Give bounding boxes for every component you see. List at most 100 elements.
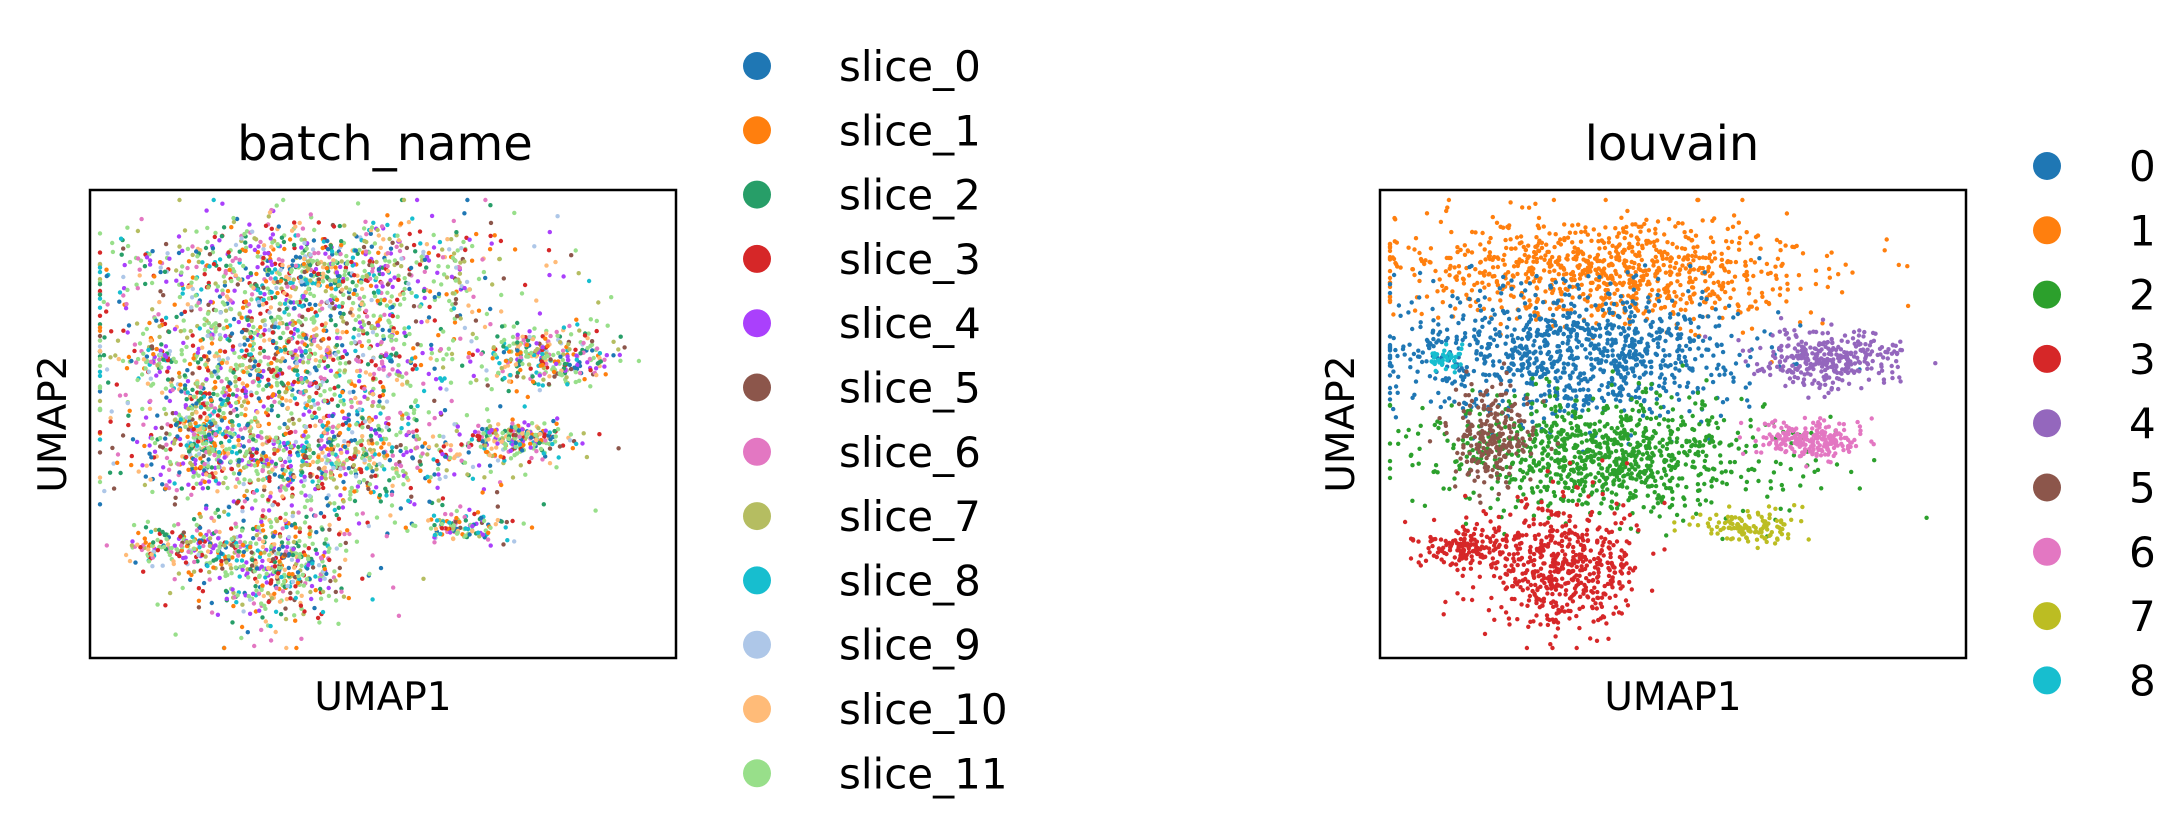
batch-name-point xyxy=(334,512,339,518)
batch-name-point xyxy=(451,251,457,256)
batch-name-point xyxy=(191,470,196,475)
batch-name-point xyxy=(236,442,241,448)
batch-name-point xyxy=(302,520,308,525)
batch-name-point xyxy=(278,534,283,539)
batch-name-point xyxy=(338,466,343,472)
batch-name-point xyxy=(365,362,371,367)
batch-name-point xyxy=(226,451,231,456)
batch-name-point xyxy=(243,248,248,254)
batch-name-point xyxy=(266,557,272,563)
batch-name-point xyxy=(359,280,364,285)
batch-name-point xyxy=(148,338,153,343)
batch-name-point xyxy=(161,293,166,298)
batch-name-point xyxy=(256,244,261,249)
batch-name-point xyxy=(373,415,378,420)
batch-name-point xyxy=(385,251,390,256)
batch-name-point xyxy=(322,444,327,449)
batch-name-point xyxy=(172,523,177,528)
batch-name-point xyxy=(568,432,574,437)
batch-name-point xyxy=(402,326,407,331)
louvain-point xyxy=(1683,234,1688,239)
batch-name-point xyxy=(307,398,312,404)
batch-name-point xyxy=(304,440,309,445)
batch-name-point xyxy=(261,243,267,248)
batch-name-point xyxy=(362,419,368,424)
batch-name-point xyxy=(198,414,203,419)
batch-name-point xyxy=(172,327,178,332)
batch-name-point xyxy=(377,366,382,372)
batch-name-point xyxy=(495,504,500,509)
batch-name-point xyxy=(274,203,279,208)
batch-name-point xyxy=(166,329,172,335)
louvain-point xyxy=(1486,282,1491,287)
batch-name-point xyxy=(200,486,205,491)
batch-name-point xyxy=(361,446,366,452)
batch-name-point xyxy=(314,333,319,338)
batch-name-point xyxy=(185,246,191,252)
batch-name-point xyxy=(396,363,401,368)
batch-name-point xyxy=(376,233,381,238)
batch-name-point xyxy=(369,297,374,303)
batch-name-point xyxy=(237,396,242,401)
batch-name-point xyxy=(419,319,424,325)
batch-name-point xyxy=(261,348,267,354)
batch-name-point xyxy=(213,510,218,516)
batch-name-point xyxy=(411,434,416,439)
batch-name-point xyxy=(300,572,305,577)
batch-name-point xyxy=(240,435,245,441)
louvain-point xyxy=(1882,248,1887,253)
batch-name-point xyxy=(499,309,504,314)
batch-name-point xyxy=(201,543,206,549)
batch-name-point xyxy=(260,261,265,266)
batch-name-point xyxy=(155,537,160,543)
batch-name-point xyxy=(321,328,326,333)
batch-name-point xyxy=(451,455,457,461)
batch-name-point xyxy=(565,354,570,359)
batch-name-point xyxy=(283,518,288,523)
batch-name-point xyxy=(272,591,277,596)
batch-name-point xyxy=(387,478,392,483)
batch-name-point xyxy=(245,400,251,405)
batch-name-point xyxy=(263,454,269,459)
batch-name-point xyxy=(459,246,464,251)
batch-name-point xyxy=(108,355,113,360)
batch-name-point xyxy=(270,467,275,472)
batch-name-point xyxy=(233,273,238,278)
batch-name-point xyxy=(307,409,312,414)
batch-name-point xyxy=(377,461,382,467)
batch-name-point xyxy=(434,357,439,363)
batch-name-point xyxy=(368,433,374,438)
batch-name-point xyxy=(214,288,219,293)
batch-name-point xyxy=(477,434,482,439)
louvain-point xyxy=(1612,291,1617,296)
batch-name-point xyxy=(267,337,272,342)
batch-name-point xyxy=(407,231,412,237)
batch-name-point xyxy=(453,297,459,302)
batch-name-point xyxy=(350,263,355,268)
batch-name-point xyxy=(183,403,188,408)
batch-name-point xyxy=(288,350,293,355)
batch-name-point xyxy=(357,479,362,485)
batch-name-point xyxy=(306,562,311,568)
batch-name-point xyxy=(137,267,142,272)
batch-name-point xyxy=(409,290,414,295)
batch-name-point xyxy=(295,233,301,238)
louvain-point xyxy=(1682,230,1687,235)
batch-legend-label: slice_11 xyxy=(839,749,1008,798)
batch-name-point xyxy=(548,437,553,442)
batch-name-point xyxy=(247,343,253,348)
batch-name-point xyxy=(144,354,150,359)
batch-name-point xyxy=(424,242,430,247)
batch-name-point xyxy=(297,255,303,260)
batch-name-point xyxy=(532,244,537,249)
batch-name-point xyxy=(257,536,262,542)
batch-name-point xyxy=(199,287,204,292)
batch-name-point xyxy=(266,267,272,272)
batch-name-point xyxy=(288,463,293,469)
batch-name-point xyxy=(398,506,403,511)
batch-name-point xyxy=(567,362,572,368)
batch-name-point xyxy=(451,306,457,311)
batch-name-point xyxy=(297,538,302,544)
batch-name-point xyxy=(432,398,437,403)
batch-name-point xyxy=(520,448,525,453)
